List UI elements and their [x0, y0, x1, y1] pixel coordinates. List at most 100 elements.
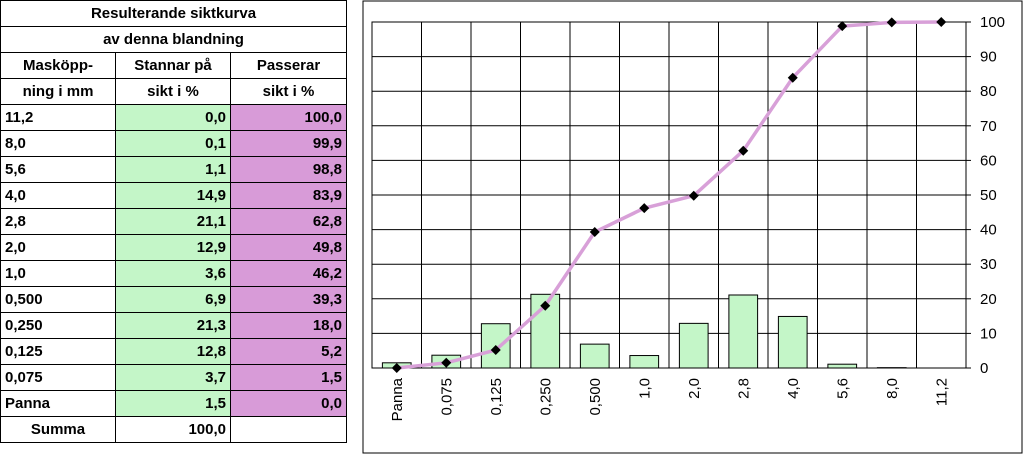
table-row: 0,500 6,9 39,3	[0, 286, 348, 313]
x-tick-label: Panna	[389, 377, 406, 421]
mesh-cell: 5,6	[0, 156, 116, 183]
x-tick-label: 0,125	[488, 378, 505, 416]
y-tick-label: 100	[980, 14, 1005, 31]
passing-cell: 18,0	[229, 312, 348, 339]
x-tick-label: 1,0	[636, 378, 653, 399]
mesh-cell: 4,0	[0, 182, 116, 209]
passing-point-0	[391, 363, 402, 373]
table-row: 2,0 12,9 49,8	[0, 234, 348, 261]
y-tick-label: 30	[980, 256, 997, 273]
table-row: 0,125 12,8 5,2	[0, 338, 348, 365]
passing-cell: 98,8	[229, 156, 348, 183]
sieve-chart-panel: 0 10 20 30 40 50 60 70 80 90 100 Panna 0,075 0,125 0,2…	[362, 0, 1023, 454]
sum-value: 100,0	[115, 416, 231, 443]
passing-point-3	[540, 300, 551, 311]
retained-cell: 1,1	[115, 156, 231, 183]
table-title-line2: av denna blandning	[0, 26, 348, 53]
passing-point-5	[639, 203, 650, 214]
x-tick-label: 0,075	[438, 378, 455, 416]
passing-point-6	[688, 190, 699, 201]
passing-line	[396, 20, 942, 370]
retained-cell: 0,0	[115, 104, 231, 131]
header-row: Masköpp- Stannar på Passerar	[0, 52, 348, 79]
retained-cell: 6,9	[115, 286, 231, 313]
retained-cell: 0,1	[115, 130, 231, 157]
header-row: ning i mm sikt i % sikt i %	[0, 78, 348, 105]
table-row: 2,8 21,1 62,8	[0, 208, 348, 235]
passing-cell: 46,2	[229, 260, 348, 287]
bar-7	[728, 294, 759, 369]
title-row: Resulterande siktkurva	[0, 0, 348, 27]
y-tick-label: 40	[980, 222, 997, 239]
table-row: 8,0 0,1 99,9	[0, 130, 348, 157]
passing-cell: 1,5	[229, 364, 348, 391]
table-row: 4,0 14,9 83,9	[0, 182, 348, 209]
table-row: 0,250 21,3 18,0	[0, 312, 348, 339]
bar-8	[777, 315, 808, 369]
passing-point-2	[490, 345, 501, 356]
title-row: av denna blandning	[0, 26, 348, 53]
y-tick-label: 70	[980, 118, 997, 135]
bar-5	[629, 355, 660, 369]
retained-cell: 12,8	[115, 338, 231, 365]
x-tick-label: 8,0	[884, 378, 901, 399]
passing-cell: 83,9	[229, 182, 348, 209]
y-tick-label: 50	[980, 187, 997, 204]
x-tick-label: 5,6	[834, 378, 851, 399]
y-tick-label: 80	[980, 83, 997, 100]
sum-label: Summa	[0, 416, 116, 443]
sum-row: Summa 100,0	[0, 416, 348, 443]
passing-point-8	[787, 72, 798, 83]
table-title-line1: Resulterande siktkurva	[0, 0, 348, 27]
table-row: 0,075 3,7 1,5	[0, 364, 348, 391]
retained-cell: 12,9	[115, 234, 231, 261]
sieve-table: Resulterande siktkurva av denna blandnin…	[0, 0, 348, 443]
passing-cell: 5,2	[229, 338, 348, 365]
header-mesh-line2: ning i mm	[0, 78, 116, 105]
x-tick-label: 11,2	[933, 378, 950, 406]
table-row: 1,0 3,6 46,2	[0, 260, 348, 287]
x-tick-label: 2,0	[686, 378, 703, 399]
y-tick-label: 90	[980, 49, 997, 66]
retained-cell: 21,3	[115, 312, 231, 339]
mesh-cell: 2,8	[0, 208, 116, 235]
header-passing-line2: sikt i %	[229, 78, 348, 105]
header-passing-line1: Passerar	[229, 52, 348, 79]
bar-4	[579, 343, 610, 369]
passing-point-7	[738, 145, 749, 156]
bar-9	[827, 363, 858, 369]
passing-point-1	[441, 357, 452, 368]
retained-cell: 14,9	[115, 182, 231, 209]
retained-cell: 21,1	[115, 208, 231, 235]
x-tick-label: 0,250	[537, 378, 554, 416]
y-tick-label: 0	[980, 360, 988, 377]
y-tick-label: 60	[980, 152, 997, 169]
x-tick-label: 4,0	[785, 378, 802, 399]
table-row: 5,6 1,1 98,8	[0, 156, 348, 183]
header-mesh-line1: Masköpp-	[0, 52, 116, 79]
bar-6	[678, 322, 709, 369]
passing-cell: 100,0	[229, 104, 348, 131]
x-tick-label: 0,500	[587, 378, 604, 416]
passing-point-10	[886, 17, 897, 28]
passing-point-9	[837, 21, 848, 32]
header-retained-line2: sikt i %	[115, 78, 231, 105]
mesh-cell: 0,075	[0, 364, 116, 391]
mesh-cell: 11,2	[0, 104, 116, 131]
x-tick-label: 2,8	[735, 378, 752, 399]
mesh-cell: 1,0	[0, 260, 116, 287]
passing-cell: 62,8	[229, 208, 348, 235]
sieve-chart: 0 10 20 30 40 50 60 70 80 90 100 Panna 0,075 0,125 0,2…	[362, 0, 1023, 454]
passing-point-4	[589, 227, 600, 238]
retained-cell: 3,6	[115, 260, 231, 287]
mesh-cell: 2,0	[0, 234, 116, 261]
sum-blank-cell	[229, 416, 348, 443]
header-retained-line1: Stannar på	[115, 52, 231, 79]
passing-cell: 0,0	[229, 390, 348, 417]
mesh-cell: 8,0	[0, 130, 116, 157]
passing-cell: 49,8	[229, 234, 348, 261]
passing-cell: 99,9	[229, 130, 348, 157]
mesh-cell: Panna	[0, 390, 116, 417]
table-row: Panna 1,5 0,0	[0, 390, 348, 417]
table-row: 11,2 0,0 100,0	[0, 104, 348, 131]
